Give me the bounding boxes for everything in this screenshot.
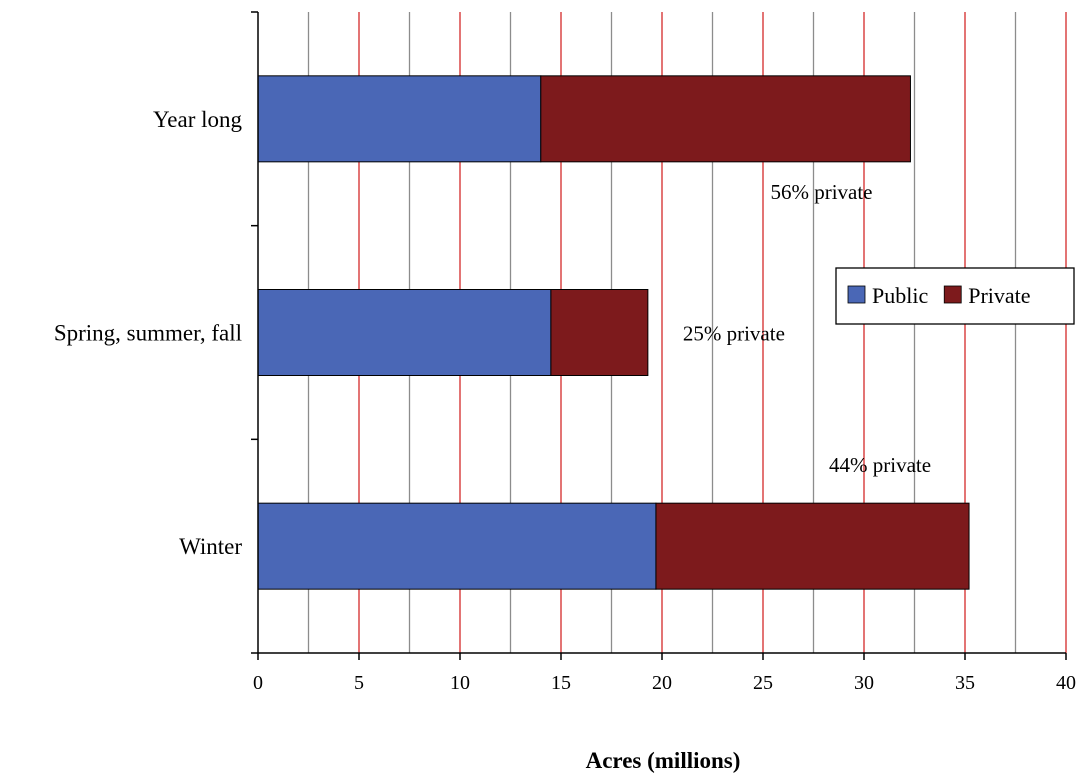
legend-label-public: Public (872, 283, 928, 308)
category-label: Spring, summer, fall (54, 321, 242, 346)
bar-public (257, 289, 552, 376)
x-tick-label: 15 (551, 672, 571, 694)
annotation-label: 56% private (770, 180, 872, 204)
bar-public (257, 75, 542, 163)
x-tick-label: 25 (753, 672, 773, 694)
category-label: Year long (153, 107, 243, 132)
bar-private (540, 75, 911, 163)
annotations: 56% private 25% private 44% private (683, 180, 931, 477)
x-axis-title: Acres (millions) (586, 748, 741, 773)
x-tick-label: 0 (253, 672, 263, 694)
bar-private (655, 502, 970, 590)
x-tick-label: 30 (854, 672, 874, 694)
legend-swatch-public (847, 285, 866, 304)
annotation-label: 44% private (829, 453, 931, 477)
x-tick-label: 10 (450, 672, 470, 694)
x-tick-label: 20 (652, 672, 672, 694)
axes: 0 5 10 15 20 25 30 35 40 Year long Spring, summer,… (54, 11, 1076, 694)
annotation-label: 25% private (683, 322, 785, 346)
bar-public (257, 502, 657, 590)
legend-swatch-private (943, 285, 962, 304)
bars (257, 75, 970, 590)
legend: Public Private (835, 267, 1075, 325)
x-tick-label: 40 (1056, 672, 1076, 694)
category-label: Winter (179, 534, 242, 559)
bar-private (550, 289, 649, 376)
legend-label-private: Private (968, 283, 1030, 308)
x-tick-label: 5 (354, 672, 364, 694)
x-tick-label: 35 (955, 672, 975, 694)
